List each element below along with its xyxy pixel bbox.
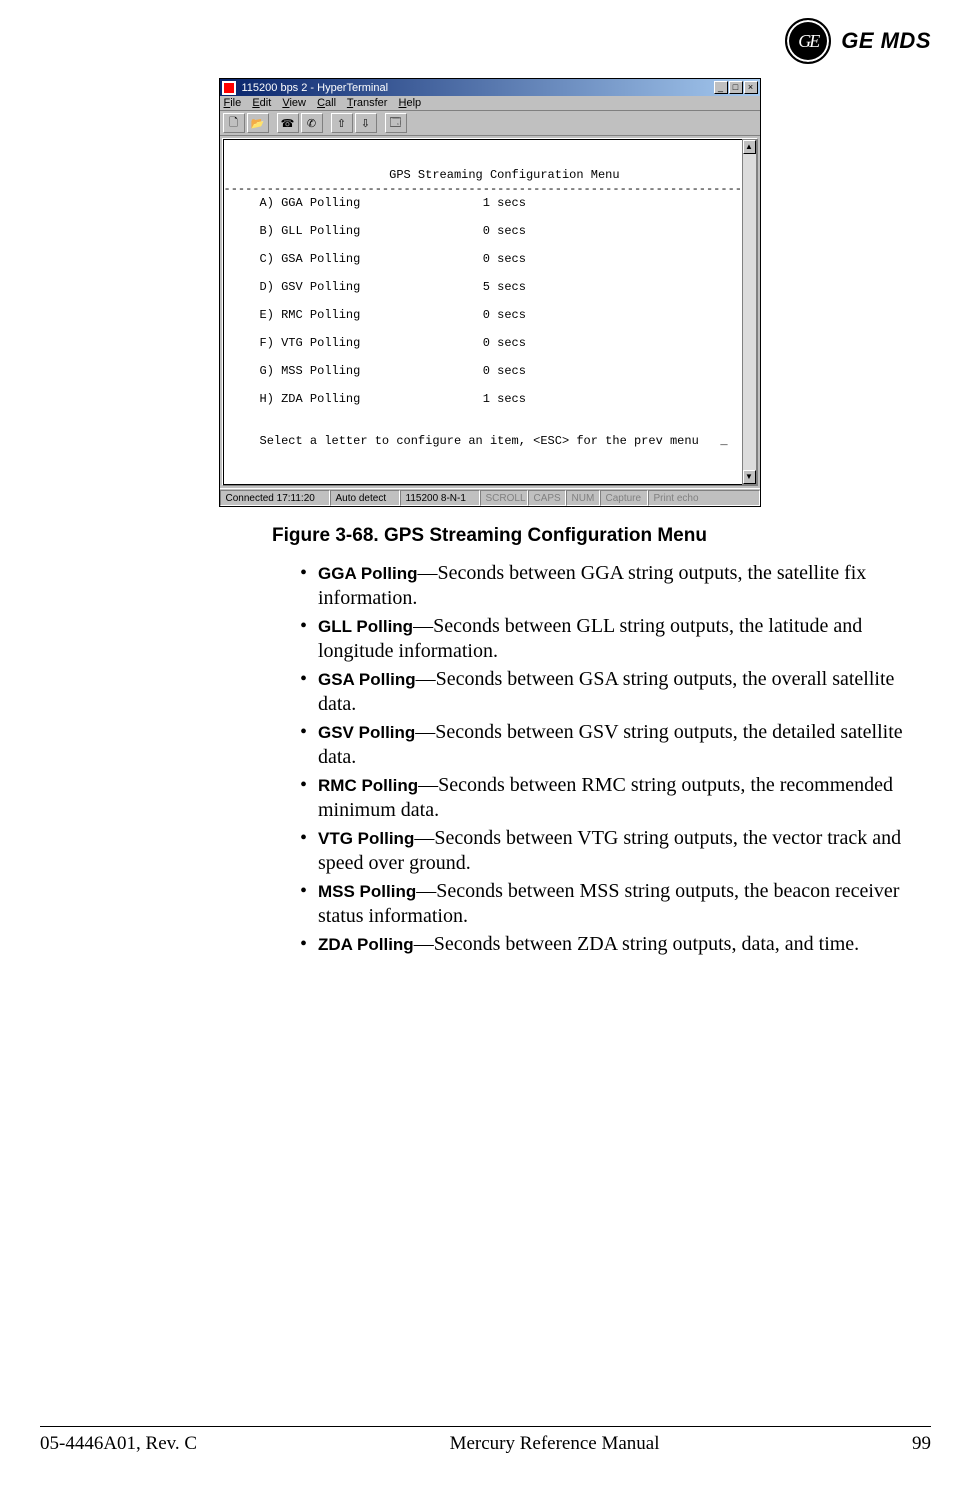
status-capture: Capture xyxy=(600,490,648,506)
page: GE GE MDS 115200 bps 2 - HyperTerminal _… xyxy=(0,0,979,1501)
menubar: File Edit View Call Transfer Help xyxy=(220,96,760,111)
close-button[interactable]: × xyxy=(744,81,758,94)
connect-icon[interactable]: ☎ xyxy=(277,113,299,133)
hyperterminal-window: 115200 bps 2 - HyperTerminal _ □ × File … xyxy=(219,78,761,507)
bullet-term: VTG Polling xyxy=(318,829,414,848)
properties-icon[interactable]: 🗔 xyxy=(385,113,407,133)
bullet-item: GLL Polling—Seconds between GLL string o… xyxy=(296,614,909,664)
footer-doc-id: 05-4446A01, Rev. C xyxy=(40,1433,197,1455)
bullet-term: GGA Polling xyxy=(318,564,417,583)
statusbar: Connected 17:11:20 Auto detect 115200 8-… xyxy=(220,488,760,506)
send-icon[interactable]: ⇧ xyxy=(331,113,353,133)
status-connected: Connected 17:11:20 xyxy=(220,490,330,506)
bullet-term: GSV Polling xyxy=(318,723,415,742)
titlebar: 115200 bps 2 - HyperTerminal _ □ × xyxy=(220,79,760,96)
maximize-button[interactable]: □ xyxy=(729,81,743,94)
bullet-item: ZDA Polling—Seconds between ZDA string o… xyxy=(296,932,909,957)
app-icon xyxy=(222,81,236,95)
status-caps: CAPS xyxy=(528,490,566,506)
page-footer: 05-4446A01, Rev. C Mercury Reference Man… xyxy=(40,1426,931,1455)
bullet-item: VTG Polling—Seconds between VTG string o… xyxy=(296,826,909,876)
menu-transfer[interactable]: Transfer xyxy=(347,97,388,109)
menu-edit[interactable]: Edit xyxy=(252,97,271,109)
status-settings: 115200 8-N-1 xyxy=(400,490,480,506)
footer-title: Mercury Reference Manual xyxy=(197,1433,912,1455)
terminal-pane: GPS Streaming Configuration Menu -------… xyxy=(222,138,758,486)
minimize-button[interactable]: _ xyxy=(714,81,728,94)
ge-monogram-icon: GE xyxy=(785,18,831,64)
bullet-item: GGA Polling—Seconds between GGA string o… xyxy=(296,561,909,611)
bullet-item: GSA Polling—Seconds between GSA string o… xyxy=(296,667,909,717)
menu-help[interactable]: Help xyxy=(399,97,422,109)
bullet-term: GSA Polling xyxy=(318,670,416,689)
disconnect-icon[interactable]: ✆ xyxy=(301,113,323,133)
status-num: NUM xyxy=(566,490,600,506)
bullet-term: ZDA Polling xyxy=(318,935,414,954)
terminal-output[interactable]: GPS Streaming Configuration Menu -------… xyxy=(223,139,742,485)
menu-file[interactable]: File xyxy=(224,97,242,109)
bullet-term: RMC Polling xyxy=(318,776,418,795)
brand-text: GE MDS xyxy=(841,28,931,54)
new-doc-icon[interactable]: 🗋 xyxy=(223,113,245,133)
open-icon[interactable]: 📂 xyxy=(247,113,269,133)
vertical-scrollbar[interactable]: ▲ ▼ xyxy=(742,139,757,485)
bullet-term: MSS Polling xyxy=(318,882,416,901)
toolbar: 🗋 📂 ☎ ✆ ⇧ ⇩ 🗔 xyxy=(220,111,760,136)
menu-call[interactable]: Call xyxy=(317,97,336,109)
scroll-down-button[interactable]: ▼ xyxy=(743,470,756,484)
bullet-item: RMC Polling—Seconds between RMC string o… xyxy=(296,773,909,823)
bullet-desc: —Seconds between ZDA string outputs, dat… xyxy=(414,933,859,955)
status-autodetect: Auto detect xyxy=(330,490,400,506)
scroll-up-button[interactable]: ▲ xyxy=(743,140,756,154)
window-title: 115200 bps 2 - HyperTerminal xyxy=(240,82,714,94)
footer-page-number: 99 xyxy=(912,1433,931,1455)
status-printecho: Print echo xyxy=(648,490,760,506)
scroll-track[interactable] xyxy=(743,154,756,470)
bullet-term: GLL Polling xyxy=(318,617,413,636)
menu-view[interactable]: View xyxy=(282,97,306,109)
figure-caption: Figure 3-68. GPS Streaming Configuration… xyxy=(60,525,919,547)
brand-logo: GE GE MDS xyxy=(785,18,931,64)
receive-icon[interactable]: ⇩ xyxy=(355,113,377,133)
bullet-item: GSV Polling—Seconds between GSV string o… xyxy=(296,720,909,770)
status-scroll: SCROLL xyxy=(480,490,528,506)
bullet-item: MSS Polling—Seconds between MSS string o… xyxy=(296,879,909,929)
bullet-list: GGA Polling—Seconds between GGA string o… xyxy=(296,561,909,957)
